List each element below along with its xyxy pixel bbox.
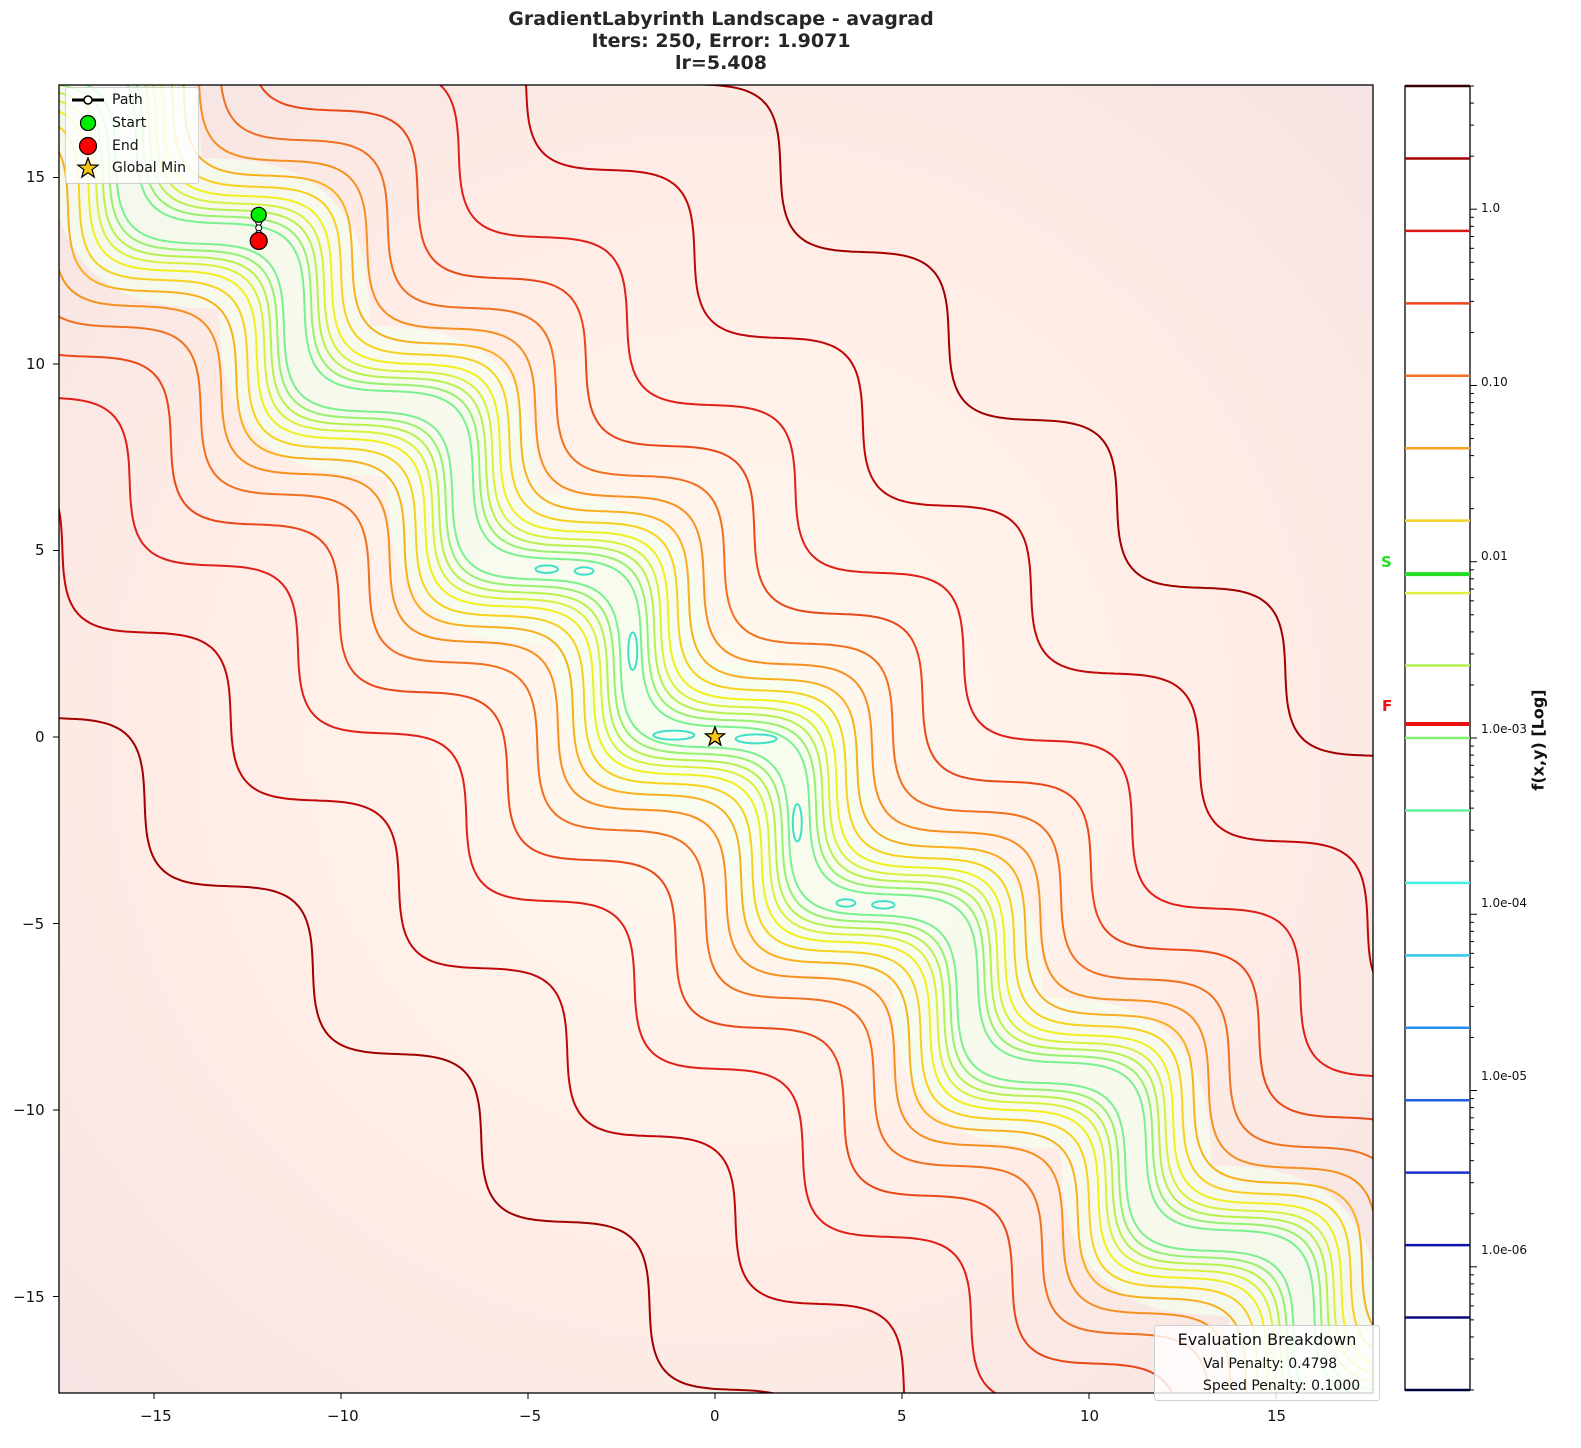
star-icon [66,156,112,179]
colorbar-tick-label: 1.0e-04 [1481,896,1528,910]
speed-penalty: Speed Penalty: 0.1000 [1203,1378,1361,1394]
legend-item-global-min: Global Min [66,156,186,179]
evaluation-breakdown-box: Evaluation Breakdown Val Penalty: 0.4798… [1154,1325,1380,1401]
x-tick-label: 0 [710,1407,720,1425]
title-line-1: GradientLabyrinth Landscape - avagrad [508,8,934,30]
markers [249,206,727,747]
x-tick-label: 10 [1080,1407,1100,1425]
legend-item-end: End [66,135,139,157]
val-penalty: Val Penalty: 0.4798 [1203,1356,1338,1372]
axis-ticks [53,177,1277,1399]
x-tick-label: −15 [140,1407,172,1425]
chart-title: GradientLabyrinth Landscape - avagrad It… [0,8,1442,74]
colorbar-tick-label: 1.0e-05 [1481,1069,1528,1083]
legend-label: End [112,138,139,154]
x-tick-label: 5 [897,1407,907,1425]
green-circle-icon [66,112,112,134]
legend: Path Start End Global Min [65,87,199,184]
final-level-marker: F [1382,697,1393,715]
colorbar-tick-label: 1.0 [1481,201,1501,215]
start-level-marker: S [1381,553,1392,571]
y-tick-label: −5 [22,915,45,933]
y-tick-label: 10 [26,355,46,373]
legend-label: Start [112,115,147,131]
start-marker [250,206,267,223]
global-min-star [703,725,727,747]
red-circle-icon [66,135,112,157]
path-line-icon [66,89,112,111]
y-tick-label: 5 [35,541,45,559]
colorbar-label: f(x,y) [Log] [1528,689,1548,791]
evaluation-title: Evaluation Breakdown [1177,1330,1357,1349]
legend-item-start: Start [66,112,146,134]
title-line-2: Iters: 250, Error: 1.9071 [591,30,851,52]
plot-frame [58,84,1374,1394]
legend-label: Path [112,92,143,108]
colorbar-tick-label: 1.0e-03 [1481,722,1528,736]
colorbar-ticks [1470,85,1477,1391]
y-tick-label: 0 [35,728,45,746]
y-tick-label: −10 [13,1101,45,1119]
y-tick-label: −15 [13,1288,45,1306]
y-tick-label: 15 [26,168,46,186]
title-line-3: lr=5.408 [675,52,767,74]
end-marker [249,231,268,251]
colorbar-tick-label: 1.0e-06 [1481,1243,1528,1257]
colorbar-levels [1405,84,1470,1392]
legend-item-path: Path [66,89,143,111]
x-tick-label: −10 [327,1407,359,1425]
colorbar-tick-label: 0.10 [1481,375,1508,389]
x-tick-label: 15 [1267,1407,1287,1425]
colorbar-tick-label: 0.01 [1481,549,1508,563]
x-tick-label: −5 [519,1407,542,1425]
legend-label: Global Min [112,160,186,176]
